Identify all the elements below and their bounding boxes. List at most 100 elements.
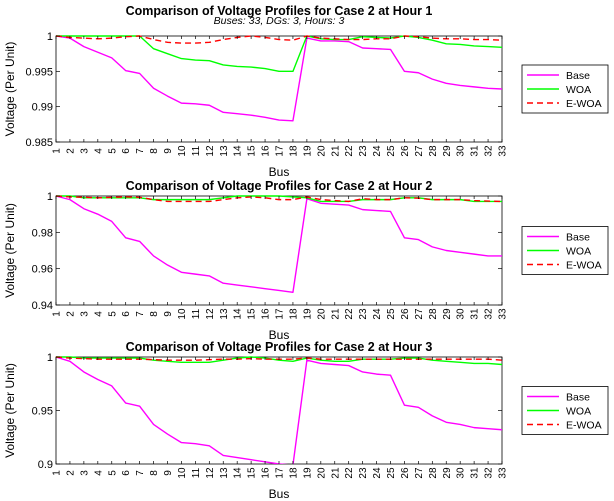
x-tick-label: 32 [484, 467, 495, 479]
x-tick-label: 6 [121, 148, 132, 154]
x-tick-label: 8 [149, 470, 160, 476]
x-tick-label: 10 [177, 467, 188, 479]
x-tick-label: 11 [191, 467, 202, 478]
y-axis-label: Voltage (Per Unit) [3, 203, 17, 298]
x-tick-label: 20 [316, 308, 327, 320]
x-tick-label: 2 [65, 470, 76, 476]
legend-label: Base [566, 232, 590, 244]
x-tick-label: 16 [261, 145, 272, 157]
x-tick-label: 12 [205, 145, 216, 157]
chart-title: Comparison of Voltage Profiles for Case … [126, 340, 433, 354]
y-tick-label: 1 [47, 352, 53, 364]
x-tick-label: 17 [275, 467, 286, 479]
x-tick-label: 7 [135, 311, 146, 317]
x-tick-label: 20 [316, 467, 327, 479]
x-tick-label: 11 [191, 145, 202, 156]
x-tick-label: 13 [219, 467, 230, 479]
x-tick-label: 3 [79, 148, 90, 154]
y-tick-label: 0.9 [38, 459, 53, 471]
series-line-base [56, 356, 502, 464]
x-tick-label: 9 [163, 148, 174, 154]
x-tick-label: 10 [177, 145, 188, 157]
x-tick-label: 4 [93, 148, 104, 154]
plot-area [55, 195, 503, 306]
x-tick-label: 20 [316, 145, 327, 157]
y-tick-label: 1 [47, 31, 53, 43]
x-tick-label: 31 [470, 145, 481, 157]
y-tick-label: 0.995 [25, 66, 53, 78]
x-tick-label: 15 [247, 467, 258, 479]
legend-label: E-WOA [566, 260, 602, 272]
x-tick-label: 25 [386, 467, 397, 479]
x-tick-label: 30 [456, 145, 467, 157]
y-tick-label: 0.95 [32, 406, 53, 418]
y-axis-label: Voltage (Per Unit) [3, 363, 17, 458]
x-tick-label: 4 [93, 470, 104, 476]
chart-panel-2: Comparison of Voltage Profiles for Case … [3, 179, 609, 342]
x-tick-label: 14 [233, 467, 244, 479]
x-tick-label: 33 [498, 145, 509, 157]
y-tick-label: 0.985 [25, 137, 53, 149]
x-tick-label: 27 [414, 467, 425, 479]
chart-title: Comparison of Voltage Profiles for Case … [126, 179, 433, 193]
x-tick-label: 21 [330, 467, 341, 479]
plot-area [55, 356, 503, 465]
chart-panel-1: Comparison of Voltage Profiles for Case … [3, 4, 609, 179]
x-tick-label: 21 [330, 145, 341, 157]
x-tick-label: 24 [372, 308, 383, 320]
x-tick-label: 23 [358, 467, 369, 479]
x-tick-label: 28 [428, 467, 439, 479]
chart-title: Comparison of Voltage Profiles for Case … [126, 4, 433, 18]
y-tick-label: 0.99 [32, 102, 53, 114]
y-axis-label: Voltage (Per Unit) [3, 42, 17, 137]
x-tick-label: 12 [205, 467, 216, 479]
x-tick-label: 1 [52, 470, 63, 476]
x-tick-label: 18 [288, 308, 299, 320]
x-tick-label: 6 [121, 311, 132, 317]
series-line-base [56, 35, 502, 122]
charts-group: Comparison of Voltage Profiles for Case … [3, 4, 609, 501]
x-tick-label: 5 [107, 148, 118, 154]
x-tick-label: 16 [261, 467, 272, 479]
legend-label: E-WOA [566, 420, 602, 432]
y-tick-label: 0.96 [32, 264, 53, 276]
x-tick-label: 19 [302, 308, 313, 320]
x-tick-label: 22 [344, 308, 355, 320]
x-tick-label: 23 [358, 308, 369, 320]
x-tick-label: 3 [79, 470, 90, 476]
x-axis-label: Bus [269, 487, 290, 501]
x-tick-label: 14 [233, 145, 244, 157]
x-tick-label: 14 [233, 308, 244, 320]
x-tick-label: 28 [428, 308, 439, 320]
x-tick-label: 9 [163, 470, 174, 476]
legend: Base WOA E-WOA [521, 226, 609, 275]
x-tick-label: 8 [149, 148, 160, 154]
x-tick-label: 25 [386, 308, 397, 320]
x-tick-label: 33 [498, 467, 509, 479]
x-tick-label: 29 [442, 308, 453, 320]
x-tick-label: 30 [456, 308, 467, 320]
x-tick-label: 15 [247, 145, 258, 157]
x-tick-label: 32 [484, 145, 495, 157]
x-tick-label: 2 [65, 311, 76, 317]
legend-label: E-WOA [566, 98, 602, 110]
x-tick-label: 19 [302, 145, 313, 157]
x-tick-label: 22 [344, 145, 355, 157]
x-tick-label: 27 [414, 145, 425, 157]
x-tick-label: 29 [442, 145, 453, 157]
x-tick-label: 27 [414, 308, 425, 320]
x-tick-label: 1 [52, 311, 63, 317]
x-tick-label: 24 [372, 145, 383, 157]
x-tick-label: 30 [456, 467, 467, 479]
y-tick-label: 1 [47, 191, 53, 203]
x-tick-label: 4 [93, 311, 104, 317]
x-tick-label: 31 [470, 308, 481, 320]
y-tick-label: 0.98 [32, 227, 53, 239]
x-axis-label: Bus [269, 328, 290, 342]
x-tick-label: 11 [191, 308, 202, 319]
x-tick-label: 33 [498, 308, 509, 320]
legend-label: WOA [566, 246, 591, 258]
legend: Base WOA E-WOA [521, 64, 609, 114]
series-line-e-woa [56, 35, 502, 44]
